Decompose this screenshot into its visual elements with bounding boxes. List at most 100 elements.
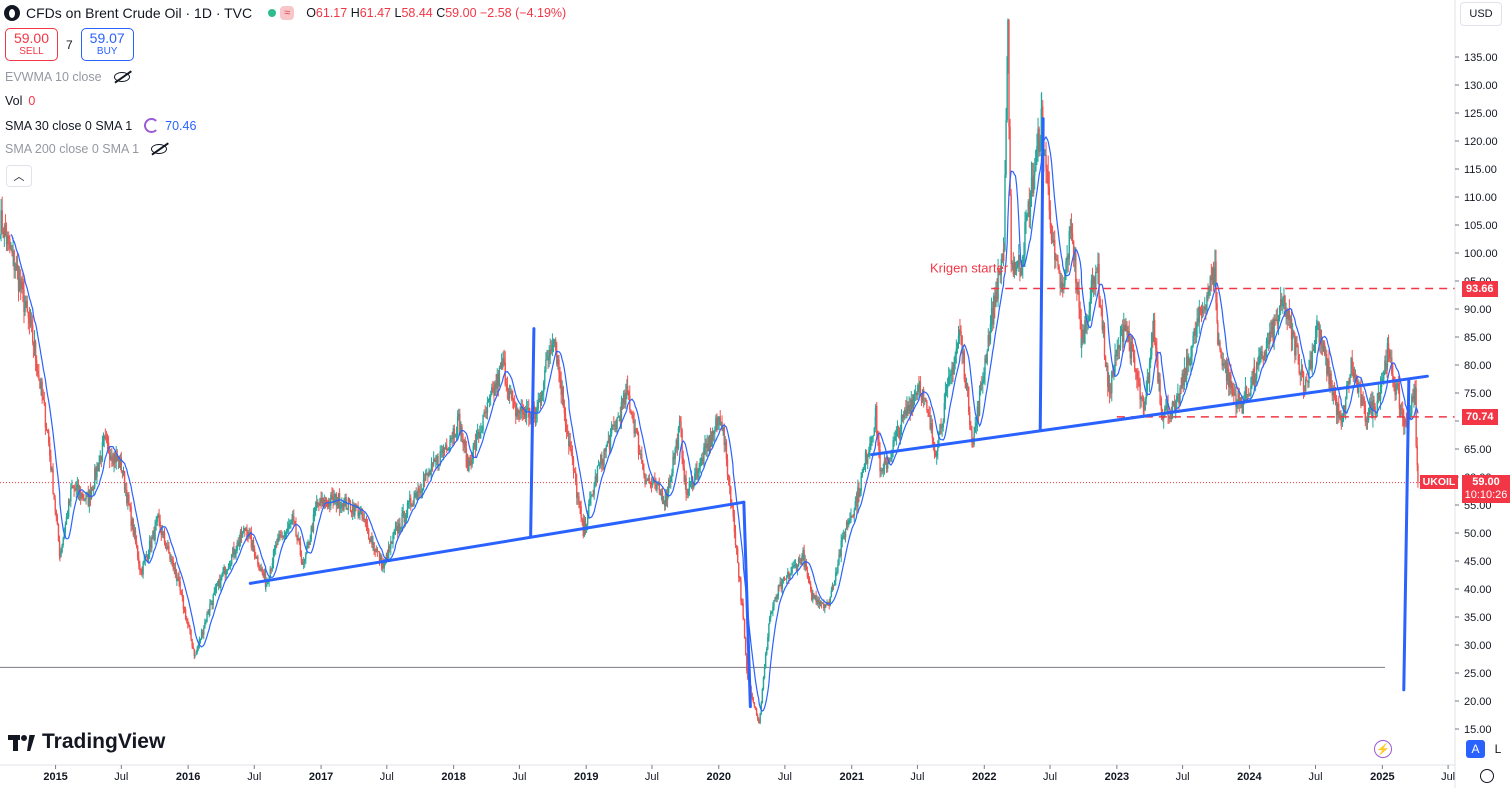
candle-body bbox=[771, 611, 773, 613]
tradingview-logo[interactable]: TradingView bbox=[8, 730, 165, 754]
candle-body bbox=[299, 542, 302, 556]
x-tick-label: Jul bbox=[1441, 771, 1455, 783]
candle-body bbox=[57, 524, 60, 541]
candle-body bbox=[314, 508, 317, 511]
sell-button[interactable]: 59.00 SELL bbox=[5, 28, 58, 61]
candle-body bbox=[724, 442, 727, 446]
candle-body bbox=[1265, 340, 1268, 356]
candle-body bbox=[1395, 384, 1397, 395]
sync-icon[interactable] bbox=[144, 118, 160, 133]
candle-body bbox=[1119, 330, 1122, 349]
candle-body bbox=[488, 397, 491, 401]
candle-body bbox=[448, 447, 450, 450]
settings-gear-icon[interactable] bbox=[1480, 769, 1494, 783]
auto-scale-button[interactable]: A bbox=[1466, 740, 1485, 758]
candle-body bbox=[1240, 397, 1243, 404]
candle-body bbox=[1210, 276, 1212, 281]
candle-body bbox=[292, 516, 294, 520]
candle-body bbox=[498, 367, 501, 386]
candle-body bbox=[1049, 210, 1052, 229]
collapse-legend-button[interactable]: ︿ bbox=[6, 165, 32, 187]
candle-body bbox=[1051, 239, 1054, 243]
chevron-up-icon: ︿ bbox=[13, 171, 25, 183]
x-tick-label: Jul bbox=[910, 771, 924, 783]
candle-body bbox=[568, 441, 570, 447]
candle-body bbox=[0, 234, 1, 236]
candle-body bbox=[578, 496, 580, 502]
currency-selector[interactable]: USD bbox=[1460, 2, 1502, 26]
log-scale-button[interactable]: L bbox=[1494, 742, 1502, 756]
time-axis[interactable]: 2015 Jul 2016 Jul 2017 Jul 2018 Jul 2019 Jul 2020 J… bbox=[0, 764, 1455, 783]
legend-sma30[interactable]: SMA 30 close 0 SMA 1 70.46 bbox=[5, 118, 196, 133]
candle-body bbox=[1313, 343, 1316, 352]
candle-body bbox=[1011, 263, 1013, 265]
candle-body bbox=[947, 376, 950, 385]
wave-icon[interactable]: ≈ bbox=[280, 6, 295, 20]
annotation-krigen-starter[interactable]: Krigen starter bbox=[930, 261, 1009, 276]
candle-body bbox=[967, 386, 970, 413]
candle-body bbox=[891, 450, 893, 458]
candle-body bbox=[1197, 318, 1199, 323]
x-tick-label: 2020 bbox=[707, 771, 731, 783]
buy-button[interactable]: 59.07 BUY bbox=[80, 28, 134, 61]
candle-body bbox=[981, 383, 983, 385]
candle-body bbox=[405, 514, 408, 520]
candle-body bbox=[349, 502, 352, 512]
eye-hidden-icon[interactable] bbox=[151, 144, 168, 154]
candle-body bbox=[566, 430, 569, 435]
x-tick-label: 2015 bbox=[43, 771, 67, 783]
candle-body bbox=[120, 458, 123, 471]
candle-body bbox=[671, 472, 673, 476]
candle-body bbox=[2, 232, 4, 238]
candle-body bbox=[678, 420, 681, 428]
candle-body bbox=[1234, 394, 1236, 396]
legend-sma200[interactable]: SMA 200 close 0 SMA 1 bbox=[5, 142, 168, 156]
candle-body bbox=[1048, 186, 1050, 211]
candle-body bbox=[408, 497, 411, 502]
candle-body bbox=[1129, 341, 1131, 359]
candle-body bbox=[1008, 19, 1010, 127]
candle-body bbox=[318, 504, 320, 506]
trendline-drawings[interactable] bbox=[248, 117, 1429, 709]
legend-volume[interactable]: Vol 0 bbox=[5, 94, 35, 108]
candle-body bbox=[1123, 324, 1125, 342]
candle-body bbox=[946, 384, 949, 389]
candle-body bbox=[459, 413, 461, 436]
candle-body bbox=[1250, 385, 1252, 396]
horizontal-levels[interactable] bbox=[991, 287, 1455, 418]
legend-evwma[interactable]: EVWMA 10 close bbox=[5, 70, 130, 84]
candle-body bbox=[1172, 401, 1175, 403]
candle-body bbox=[1266, 340, 1269, 342]
eye-hidden-icon[interactable] bbox=[113, 72, 130, 82]
candle-body bbox=[1364, 404, 1366, 422]
candle-body bbox=[453, 428, 456, 437]
candle-body bbox=[220, 576, 222, 588]
trade-panel: 59.00 SELL 7 59.07 BUY bbox=[5, 28, 134, 61]
candle-body bbox=[217, 579, 220, 586]
candle-body bbox=[648, 478, 651, 482]
candle-body bbox=[999, 271, 1001, 276]
candle-body bbox=[1177, 393, 1179, 396]
lightning-icon[interactable]: ⚡ bbox=[1374, 740, 1392, 758]
candle-body bbox=[461, 426, 463, 441]
candle-body bbox=[961, 335, 963, 354]
level-label-93-66[interactable]: 93.66 bbox=[1462, 280, 1498, 297]
candle-body bbox=[301, 563, 304, 565]
candle-body bbox=[226, 569, 229, 572]
candle-body bbox=[1414, 387, 1417, 405]
level-label-70-74[interactable]: 70.74 bbox=[1462, 408, 1498, 425]
candle-body bbox=[990, 308, 993, 324]
candle-body bbox=[985, 358, 987, 364]
candle-body bbox=[662, 500, 665, 504]
candle-body bbox=[865, 452, 868, 464]
candle-body bbox=[861, 472, 863, 477]
candle-body bbox=[1111, 371, 1113, 394]
price-axis[interactable]: 15.00 20.00 25.00 30.00 35.00 40.00 45.00 50.00… bbox=[1454, 0, 1498, 788]
candle-body bbox=[73, 486, 75, 490]
candle-body bbox=[728, 478, 731, 487]
candle-body bbox=[1301, 369, 1304, 373]
y-tick-label: 45.00 bbox=[1464, 556, 1492, 568]
symbol-title[interactable]: CFDs on Brent Crude Oil · 1D · TVC bbox=[26, 5, 253, 21]
market-status-icon[interactable] bbox=[268, 9, 277, 17]
